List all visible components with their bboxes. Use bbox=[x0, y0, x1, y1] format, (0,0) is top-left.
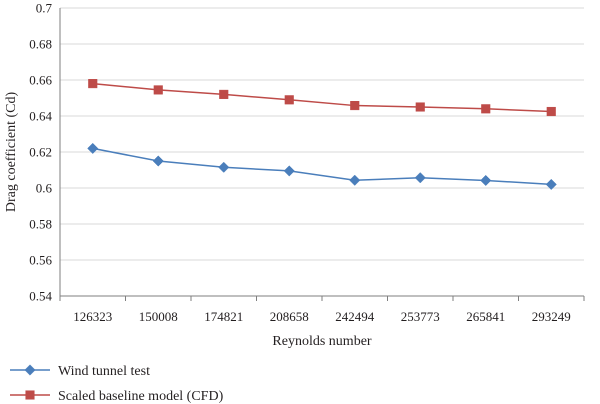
legend: Wind tunnel test Scaled baseline model (C… bbox=[10, 364, 224, 404]
data-point bbox=[87, 142, 99, 154]
series-line bbox=[92, 82, 552, 113]
gridlines bbox=[60, 7, 584, 297]
data-point bbox=[480, 174, 492, 186]
data-point bbox=[481, 104, 491, 114]
y-tick-label: 0.58 bbox=[29, 217, 52, 232]
y-tick-label: 0.54 bbox=[29, 289, 52, 304]
data-point bbox=[153, 85, 163, 95]
series bbox=[87, 79, 557, 190]
y-tick-label: 0.62 bbox=[29, 145, 52, 160]
series-wind-tunnel-test bbox=[87, 142, 557, 190]
x-axis-title: Reynolds number bbox=[272, 334, 371, 349]
y-tick-label: 0.64 bbox=[29, 109, 52, 124]
data-point bbox=[546, 106, 556, 117]
x-tick-label: 265841 bbox=[466, 309, 505, 324]
data-point bbox=[545, 178, 557, 190]
y-tick-label: 0.56 bbox=[29, 253, 52, 268]
data-point bbox=[218, 161, 230, 173]
data-point bbox=[414, 172, 426, 184]
data-point bbox=[350, 101, 360, 111]
x-tick-label: 150008 bbox=[139, 309, 178, 324]
data-point bbox=[349, 174, 361, 186]
data-point bbox=[284, 95, 294, 105]
x-tick-label: 242494 bbox=[335, 309, 375, 324]
data-point bbox=[415, 102, 425, 112]
data-point bbox=[152, 155, 164, 167]
data-point bbox=[283, 165, 295, 177]
y-tick-label: 0.6 bbox=[36, 181, 53, 196]
series-line bbox=[92, 147, 552, 186]
x-tick-label: 174821 bbox=[204, 309, 243, 324]
legend-marker bbox=[24, 364, 36, 376]
x-tick-labels: 126323 150008 174821 208658 242494 253773 2658… bbox=[73, 309, 571, 324]
legend-item: Wind tunnel test bbox=[10, 364, 150, 379]
y-tick-labels: 0.54 0.56 0.58 0.6 0.62 0.64 0.66 0.68 0.7 bbox=[29, 1, 52, 304]
x-tick-label: 126323 bbox=[73, 309, 112, 324]
data-point bbox=[88, 79, 98, 89]
y-tick-label: 0.66 bbox=[29, 73, 52, 88]
y-tick-label: 0.7 bbox=[36, 1, 53, 16]
y-tick-label: 0.68 bbox=[29, 37, 52, 52]
x-tick-label: 253773 bbox=[401, 309, 440, 324]
y-axis-title: Drag coefficient (Cd) bbox=[4, 92, 19, 213]
legend-label: Wind tunnel test bbox=[58, 364, 150, 379]
x-tick-label: 293249 bbox=[532, 309, 571, 324]
legend-label: Scaled baseline model (CFD) bbox=[58, 389, 224, 404]
x-tick-label: 208658 bbox=[270, 309, 309, 324]
series-scaled-baseline-model bbox=[88, 79, 556, 117]
legend-marker bbox=[25, 390, 35, 400]
data-point bbox=[219, 89, 229, 99]
axes bbox=[59, 8, 585, 301]
legend-item: Scaled baseline model (CFD) bbox=[10, 389, 224, 404]
